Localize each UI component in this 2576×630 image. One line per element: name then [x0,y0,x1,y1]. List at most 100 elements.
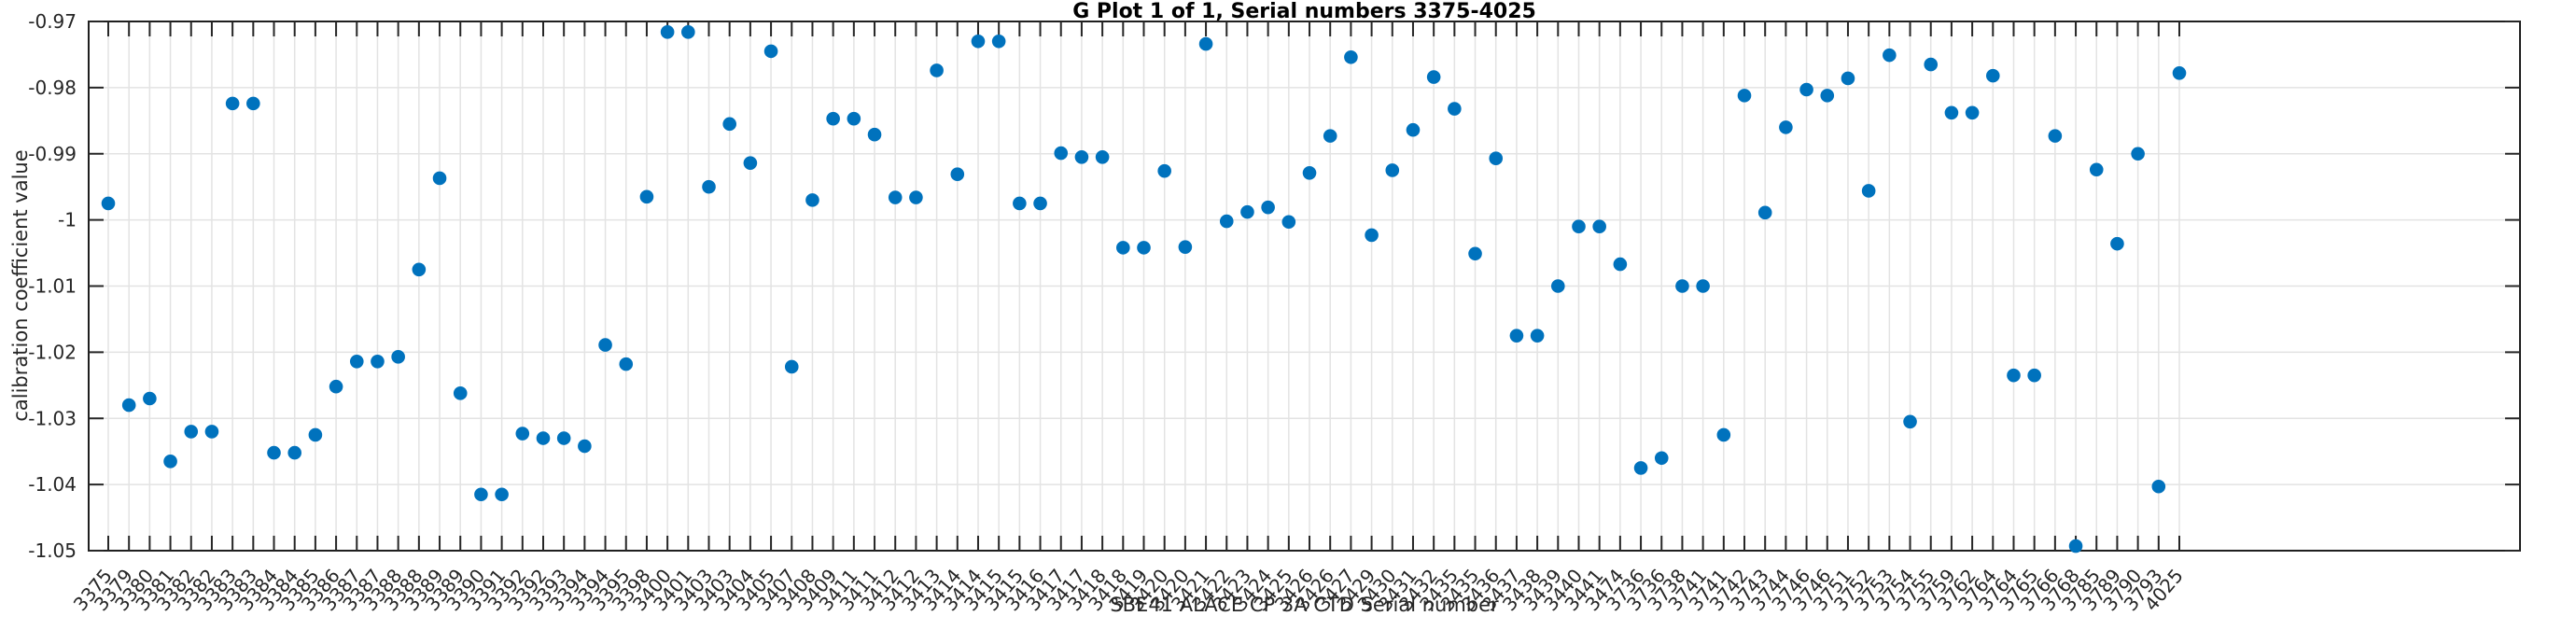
data-point [1240,204,1254,219]
data-point [556,431,571,445]
data-point [1820,89,1835,103]
data-point [1137,241,1151,255]
data-point [1344,49,1358,64]
data-point [1448,102,1462,116]
data-point [1261,200,1275,215]
data-point [1613,257,1628,272]
y-tick-label: -0.99 [28,143,77,165]
data-point [2048,129,2063,143]
data-point [1157,163,1171,178]
data-point [1799,82,1813,97]
data-point [784,359,799,374]
data-point [371,354,385,369]
data-point [1696,279,1710,293]
data-point [639,189,654,204]
data-point [1509,329,1524,343]
data-point [578,439,592,454]
data-point [743,156,758,170]
data-point [1468,246,1482,261]
data-point [2068,539,2083,553]
data-point [349,354,364,369]
data-point [867,127,882,142]
data-point [1281,215,1296,230]
data-point [1903,414,1917,429]
data-point [1675,279,1689,293]
data-point [2131,147,2145,161]
y-axis-label: calibration coefficient value [9,149,32,422]
data-point [598,338,612,352]
data-point [1592,219,1606,234]
data-point [287,445,302,460]
data-point [1406,122,1421,137]
data-point [1757,205,1772,220]
data-point [763,44,778,59]
data-point [453,386,468,400]
data-point [1054,146,1069,161]
data-point [722,117,736,132]
data-point [184,425,199,439]
data-point [267,445,281,460]
y-tick-label: -1.03 [28,407,77,429]
data-point [1178,240,1193,254]
data-point [888,190,903,204]
data-point [1033,196,1047,211]
chart-title: G Plot 1 of 1, Serial numbers 3375-4025 [1072,0,1536,23]
data-point [101,196,116,211]
data-point [1074,149,1089,164]
data-point [1985,68,2000,83]
data-point [474,487,488,502]
data-point [329,379,343,394]
data-point [1779,120,1793,134]
data-point [1302,166,1317,180]
data-point [2151,479,2166,494]
data-point [1219,214,1234,229]
data-point [1198,36,1213,51]
data-point [1572,219,1586,234]
data-point [847,111,861,126]
data-point [909,190,923,204]
y-tick-label: -1.02 [28,341,77,363]
data-point [536,431,551,445]
y-tick-label: -1.05 [28,539,77,562]
data-point [971,34,986,49]
data-point [391,350,405,364]
data-point [702,179,716,194]
data-point [950,167,965,182]
data-point [1013,196,1027,211]
data-point [991,34,1006,49]
data-point [143,391,157,406]
data-point [1095,149,1110,164]
data-point [2172,65,2187,80]
y-tick-label: -1.01 [28,275,77,298]
data-point [2027,368,2041,383]
x-axis-label: SBE41 ALACE CP 3A CTD Serial number [1110,594,1499,616]
y-tick-label: -1.04 [28,473,77,496]
data-point [412,262,427,277]
data-point [826,111,840,126]
data-point [1924,57,1939,72]
data-point [2089,162,2104,177]
data-point [121,398,136,413]
data-point [1365,228,1379,243]
data-point [930,63,944,77]
data-point [1861,184,1876,198]
y-tick-label: -1 [58,209,77,231]
data-point [163,455,177,469]
data-point [2007,368,2021,383]
data-point [681,25,695,39]
y-tick-label: -0.97 [28,10,77,33]
data-point [805,193,819,207]
data-point [1385,163,1400,177]
data-point [308,427,323,442]
data-point [2110,236,2124,251]
data-point [246,96,260,111]
data-point [225,96,240,111]
data-point [1530,329,1545,343]
data-point [1116,241,1130,255]
data-point [515,427,530,441]
data-point [1489,151,1504,166]
data-point [660,25,675,39]
data-point [204,425,219,439]
